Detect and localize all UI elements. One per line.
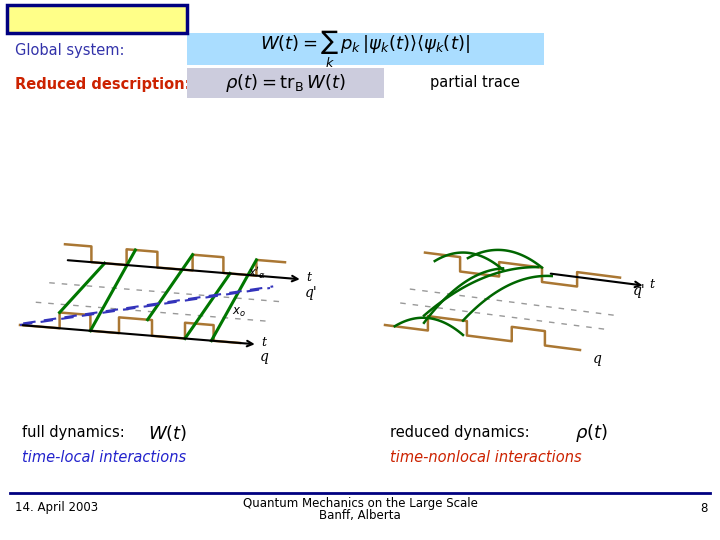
Text: time-nonlocal interactions: time-nonlocal interactions xyxy=(390,450,582,465)
Text: t: t xyxy=(649,278,654,291)
Text: time-local interactions: time-local interactions xyxy=(22,450,186,465)
Text: q: q xyxy=(260,350,269,365)
FancyBboxPatch shape xyxy=(187,33,544,65)
Text: Quantum Mechanics on the Large Scale: Quantum Mechanics on the Large Scale xyxy=(243,496,477,510)
Text: q': q' xyxy=(305,286,318,300)
FancyBboxPatch shape xyxy=(187,68,384,98)
Text: t: t xyxy=(307,271,312,284)
Text: Global system:: Global system: xyxy=(15,43,125,57)
FancyBboxPatch shape xyxy=(7,5,187,33)
Text: $W(t)$: $W(t)$ xyxy=(148,423,187,443)
Text: q: q xyxy=(593,352,602,366)
Text: partial trace: partial trace xyxy=(430,76,520,91)
Text: reduced dynamics:: reduced dynamics: xyxy=(390,426,530,441)
Text: t: t xyxy=(261,336,266,349)
Text: full dynamics:: full dynamics: xyxy=(22,426,125,441)
Text: q': q' xyxy=(633,284,646,298)
Text: $x_o$: $x_o$ xyxy=(232,306,246,319)
Text: $\rho(t) = \mathrm{tr}_{\mathrm{B}}\,W(t)$: $\rho(t) = \mathrm{tr}_{\mathrm{B}}\,W(t… xyxy=(225,72,346,94)
Text: 14. April 2003: 14. April 2003 xyxy=(15,502,98,515)
Text: Banff, Alberta: Banff, Alberta xyxy=(319,510,401,523)
Text: Reduced description:: Reduced description: xyxy=(15,77,191,91)
Text: $x'_\alpha$: $x'_\alpha$ xyxy=(248,265,266,281)
Text: 8: 8 xyxy=(701,502,708,515)
Text: Density matrix:: Density matrix: xyxy=(12,10,182,29)
Text: $\rho(t)$: $\rho(t)$ xyxy=(575,422,608,444)
Text: $W(t) = \sum_k\,p_k\,|\psi_k(t)\rangle\langle\psi_k(t)|$: $W(t) = \sum_k\,p_k\,|\psi_k(t)\rangle\l… xyxy=(260,29,470,70)
